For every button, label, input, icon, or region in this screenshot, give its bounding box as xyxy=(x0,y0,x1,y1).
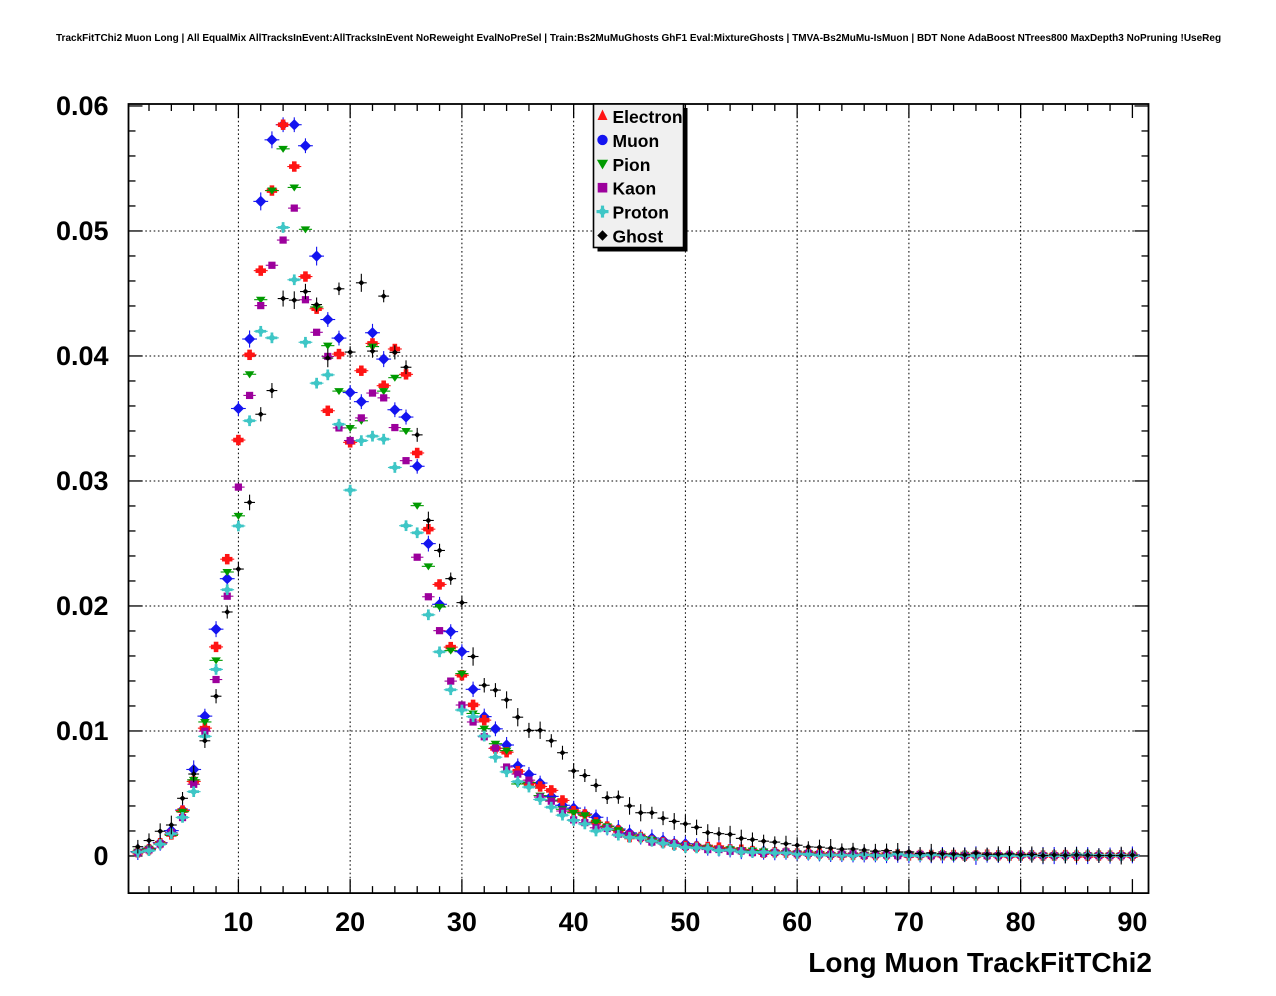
svg-text:Pion: Pion xyxy=(613,155,651,175)
svg-text:0: 0 xyxy=(93,841,108,871)
svg-text:Kaon: Kaon xyxy=(613,179,657,199)
svg-text:Muon: Muon xyxy=(613,131,660,151)
svg-text:30: 30 xyxy=(447,907,477,937)
svg-text:0.04: 0.04 xyxy=(56,341,109,371)
svg-text:0.02: 0.02 xyxy=(56,591,109,621)
svg-text:50: 50 xyxy=(670,907,700,937)
svg-text:Electron: Electron xyxy=(613,107,683,127)
svg-text:20: 20 xyxy=(335,907,365,937)
svg-text:0.06: 0.06 xyxy=(56,91,109,121)
svg-text:0.01: 0.01 xyxy=(56,716,109,746)
svg-text:0.03: 0.03 xyxy=(56,466,109,496)
svg-text:60: 60 xyxy=(782,907,812,937)
svg-text:70: 70 xyxy=(894,907,924,937)
svg-text:10: 10 xyxy=(223,907,253,937)
svg-text:80: 80 xyxy=(1006,907,1036,937)
svg-text:40: 40 xyxy=(559,907,589,937)
svg-text:Ghost: Ghost xyxy=(613,227,664,247)
svg-text:0.05: 0.05 xyxy=(56,216,109,246)
svg-text:Proton: Proton xyxy=(613,203,669,223)
svg-text:90: 90 xyxy=(1117,907,1147,937)
